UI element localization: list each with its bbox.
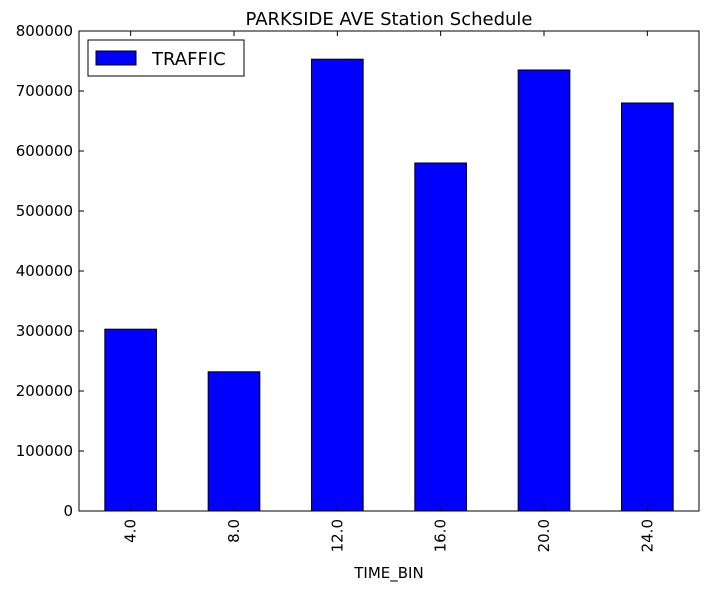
bar xyxy=(621,102,674,512)
chart-title: PARKSIDE AVE Station Schedule xyxy=(245,9,532,30)
y-tick-label: 700000 xyxy=(16,82,73,100)
y-tick-label: 100000 xyxy=(16,442,73,460)
y-tick-label: 300000 xyxy=(16,322,73,340)
bar xyxy=(311,58,364,512)
x-tick-label: 8.0 xyxy=(225,519,243,543)
y-axis: 0 100000 200000 300000 400000 500000 600000 700… xyxy=(16,22,699,520)
bars xyxy=(104,58,674,512)
x-tick-label: 4.0 xyxy=(122,519,140,543)
y-tick-label: 800000 xyxy=(16,22,73,40)
x-tick-label: 24.0 xyxy=(638,519,656,552)
legend-label: TRAFFIC xyxy=(151,49,226,70)
x-tick-label: 12.0 xyxy=(328,519,346,552)
legend-swatch xyxy=(95,50,137,66)
y-tick-label: 600000 xyxy=(16,142,73,160)
bar xyxy=(414,162,468,512)
y-tick-label: 400000 xyxy=(16,262,73,280)
y-tick-label: 200000 xyxy=(16,382,73,400)
x-tick-label: 16.0 xyxy=(432,519,450,552)
legend: TRAFFIC xyxy=(87,39,245,77)
bar xyxy=(517,69,571,512)
y-tick-label: 500000 xyxy=(16,202,73,220)
bar xyxy=(207,371,261,512)
plot-frame xyxy=(78,30,700,512)
legend-box xyxy=(87,39,245,77)
x-axis: 4.0 8.0 12.0 16.0 20.0 24.0 xyxy=(122,31,656,552)
x-tick-label: 20.0 xyxy=(535,519,553,552)
x-axis-label: TIME_BIN xyxy=(353,564,423,583)
bar xyxy=(104,328,158,512)
y-tick-label: 0 xyxy=(63,502,73,520)
